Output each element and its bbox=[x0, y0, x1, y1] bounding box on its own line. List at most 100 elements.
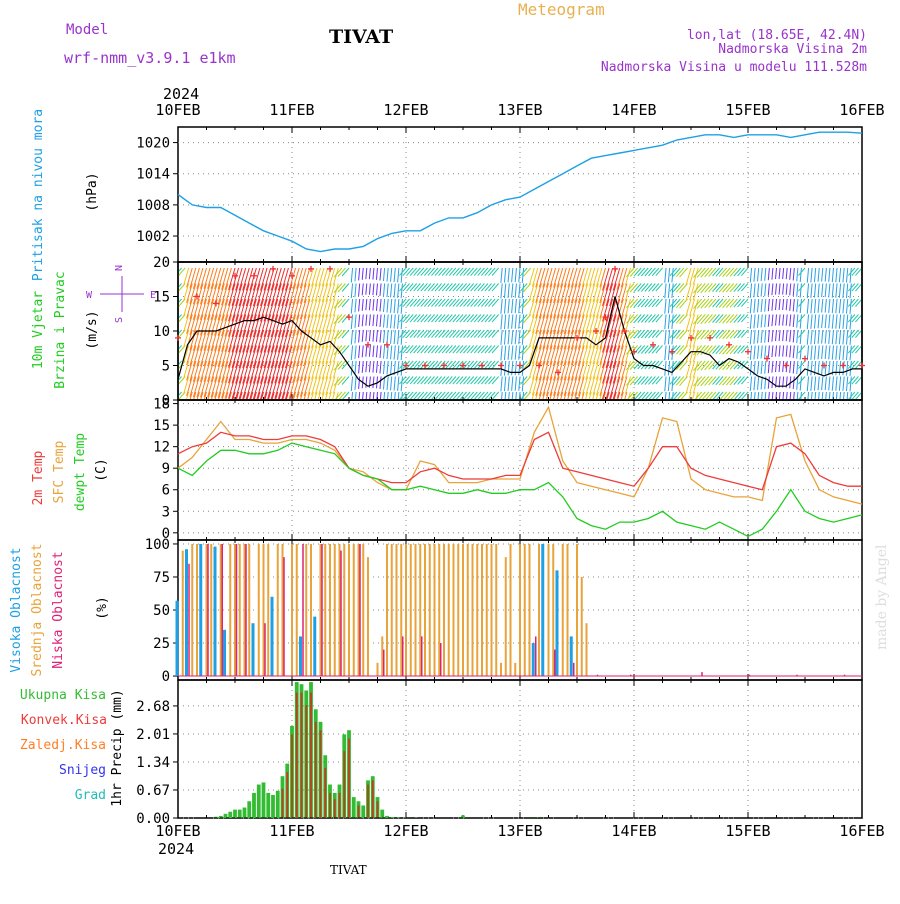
wind-barb bbox=[504, 377, 505, 392]
wind-axis-label-2: Brzina i Pravac bbox=[53, 271, 68, 388]
wind-barb bbox=[355, 268, 356, 281]
wind-barb bbox=[797, 284, 798, 297]
wind-barb bbox=[825, 392, 826, 406]
wind-barb bbox=[492, 392, 499, 400]
wind-barb bbox=[855, 268, 862, 276]
wind-barb bbox=[383, 284, 384, 297]
wind-barb bbox=[673, 377, 680, 385]
wind-barb bbox=[403, 315, 410, 323]
wind-barb bbox=[456, 284, 463, 292]
wind-barb bbox=[741, 299, 748, 307]
wind-barb bbox=[508, 299, 509, 313]
wind-barb bbox=[501, 346, 502, 361]
wind-barb bbox=[730, 284, 737, 292]
wind-barb bbox=[645, 346, 652, 354]
wind-barb bbox=[373, 299, 374, 311]
wind-barb bbox=[501, 284, 502, 299]
wind-barb bbox=[373, 377, 374, 389]
wind-barb bbox=[768, 346, 769, 358]
wind-barb bbox=[668, 315, 669, 329]
wind-barb bbox=[765, 346, 766, 359]
precip-conv-bar bbox=[286, 772, 288, 818]
wind-barb bbox=[822, 330, 823, 343]
wind-barb bbox=[391, 315, 392, 329]
wind-barb bbox=[668, 268, 669, 282]
wind-barb bbox=[730, 377, 737, 385]
wind-barb bbox=[832, 284, 833, 298]
wind-barb bbox=[818, 299, 819, 313]
wind-barb bbox=[850, 284, 851, 299]
wind-barb bbox=[776, 346, 777, 357]
wind-barb bbox=[523, 330, 530, 338]
wind-barb bbox=[738, 346, 745, 354]
wind-barb bbox=[818, 330, 819, 344]
wind-barb bbox=[522, 377, 523, 392]
wind-barb bbox=[439, 346, 446, 354]
wind-barb bbox=[793, 392, 794, 404]
wind-barb bbox=[713, 392, 720, 400]
bottom-date-label: 12FEB bbox=[383, 822, 428, 840]
wind-barb bbox=[734, 315, 741, 323]
wind-barb bbox=[705, 315, 713, 324]
wind-barb bbox=[474, 361, 481, 369]
wind-barb bbox=[673, 392, 680, 400]
wind-barb bbox=[398, 284, 399, 298]
wind-barb bbox=[822, 361, 823, 374]
wind-barb bbox=[719, 346, 726, 355]
wind-barb bbox=[800, 268, 801, 282]
wind-barb bbox=[471, 315, 478, 323]
wind-barb bbox=[807, 268, 808, 283]
wind-barb bbox=[421, 361, 428, 369]
wind-barb bbox=[449, 377, 456, 385]
wind-barb bbox=[750, 268, 751, 282]
footer-station: TIVAT bbox=[330, 863, 367, 877]
wind-barb bbox=[394, 330, 395, 344]
wind-barb bbox=[355, 377, 356, 390]
y-tick-label: 50 bbox=[153, 603, 170, 619]
wind-barb bbox=[818, 346, 819, 360]
wind-barb bbox=[407, 392, 414, 400]
wind-barb bbox=[730, 315, 737, 323]
wind-barb bbox=[508, 330, 509, 344]
wind-barb bbox=[652, 268, 659, 276]
wind-barb bbox=[818, 268, 819, 282]
wind-barb bbox=[439, 392, 446, 400]
wind-barb bbox=[665, 346, 666, 361]
wind-barb bbox=[783, 299, 784, 310]
wind-barb bbox=[522, 268, 523, 283]
wind-barb bbox=[839, 392, 840, 406]
y-tick-label: 100 bbox=[145, 537, 170, 553]
lonlat-label: lon,lat (18.65E, 42.4N) bbox=[687, 28, 867, 43]
wind-barb bbox=[754, 299, 755, 313]
wind-barb-field bbox=[175, 268, 862, 415]
wind-barb bbox=[504, 299, 505, 314]
y-tick-label: 9 bbox=[162, 461, 170, 477]
wind-barb bbox=[431, 346, 438, 354]
wind-barb bbox=[519, 315, 520, 329]
wind-barb bbox=[855, 299, 862, 307]
wind-barb bbox=[754, 377, 755, 391]
wind-barb bbox=[758, 315, 759, 328]
wind-barb bbox=[750, 377, 751, 391]
wind-barb bbox=[676, 315, 684, 324]
wind-barb bbox=[772, 361, 773, 373]
wind-barb bbox=[449, 268, 456, 276]
wind-barb bbox=[474, 392, 481, 400]
wind-barb bbox=[836, 330, 837, 344]
wind-barb bbox=[515, 284, 516, 298]
wind-barb bbox=[672, 392, 673, 406]
wind-barb bbox=[435, 315, 442, 323]
wind-barb bbox=[754, 268, 755, 282]
wind-barb bbox=[362, 330, 363, 342]
wind-barb bbox=[779, 346, 780, 357]
wind-barb bbox=[790, 268, 791, 280]
wind-barb bbox=[398, 330, 399, 344]
wind-barb bbox=[478, 268, 485, 276]
wind-barb bbox=[758, 284, 759, 297]
wind-barb bbox=[641, 268, 648, 276]
compass-e: E bbox=[150, 290, 156, 301]
wind-barb bbox=[855, 346, 862, 354]
wind-barb bbox=[369, 330, 370, 341]
